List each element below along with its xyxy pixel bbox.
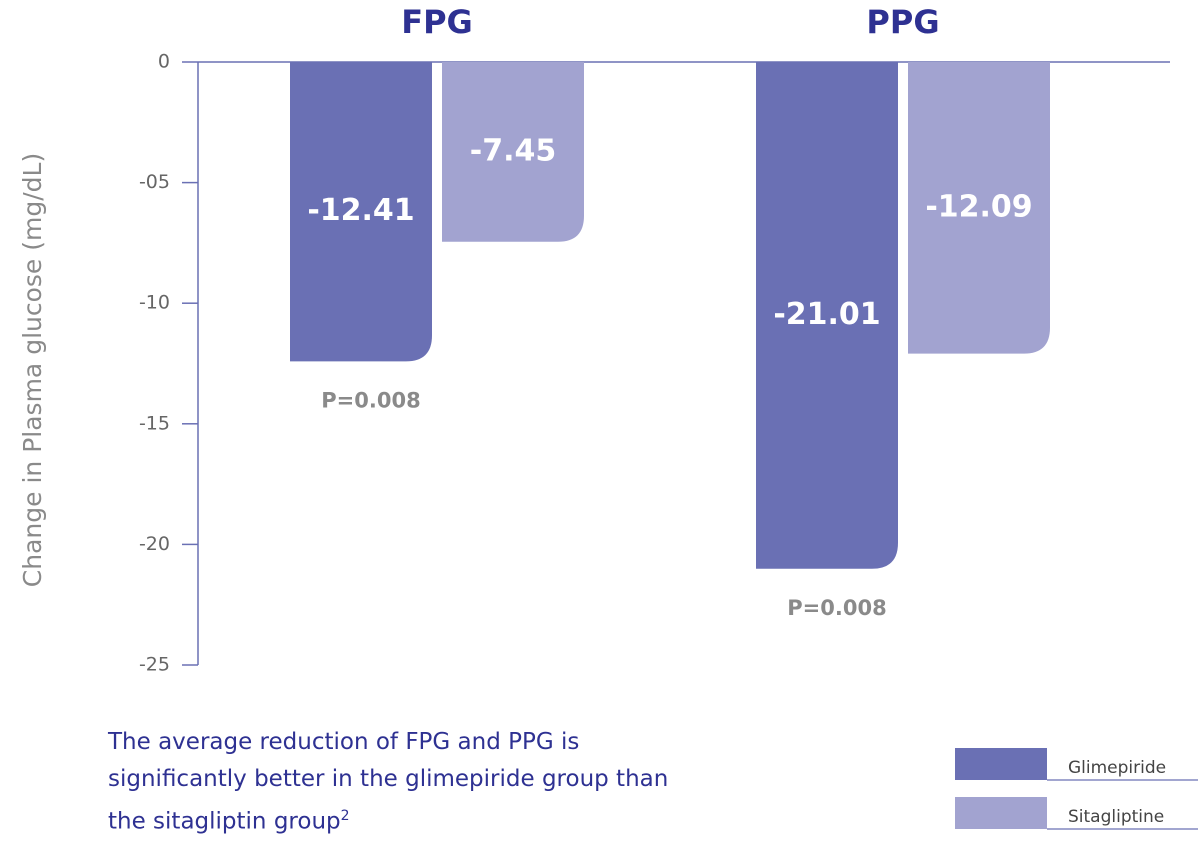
bar <box>756 62 898 569</box>
legend-swatch <box>955 797 1047 829</box>
legend-label: Sitagliptine <box>1068 807 1164 827</box>
p-value: P=0.008 <box>787 596 886 620</box>
note-text: The average reduction of FPG and PPG is … <box>108 729 669 835</box>
legend-label: Glimepiride <box>1068 758 1166 778</box>
value-label: -7.45 <box>470 133 556 168</box>
y-tick-label: -15 <box>139 412 170 434</box>
y-tick-label: -10 <box>139 292 170 314</box>
y-tick-label: -20 <box>139 533 170 555</box>
bar <box>442 62 584 242</box>
group-title: PPG <box>866 3 939 41</box>
p-value: P=0.008 <box>321 388 420 412</box>
y-tick-label: -25 <box>139 654 170 676</box>
group-title: FPG <box>401 3 473 41</box>
note-ref: 2 <box>340 808 350 824</box>
bar <box>908 62 1050 354</box>
y-tick-label: 0 <box>158 51 170 73</box>
footnote: The average reduction of FPG and PPG is … <box>108 724 708 841</box>
value-label: -12.09 <box>925 189 1032 224</box>
y-axis-label: Change in Plasma glucose (mg/dL) <box>18 153 47 587</box>
value-label: -21.01 <box>773 297 880 332</box>
legend-swatch <box>955 748 1047 780</box>
value-label: -12.41 <box>307 193 414 228</box>
bar <box>290 62 432 362</box>
y-tick-label: -05 <box>139 171 170 193</box>
